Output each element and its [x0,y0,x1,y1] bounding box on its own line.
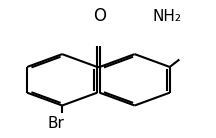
Text: Br: Br [47,116,64,131]
Text: O: O [93,7,106,25]
Text: NH₂: NH₂ [152,9,181,24]
